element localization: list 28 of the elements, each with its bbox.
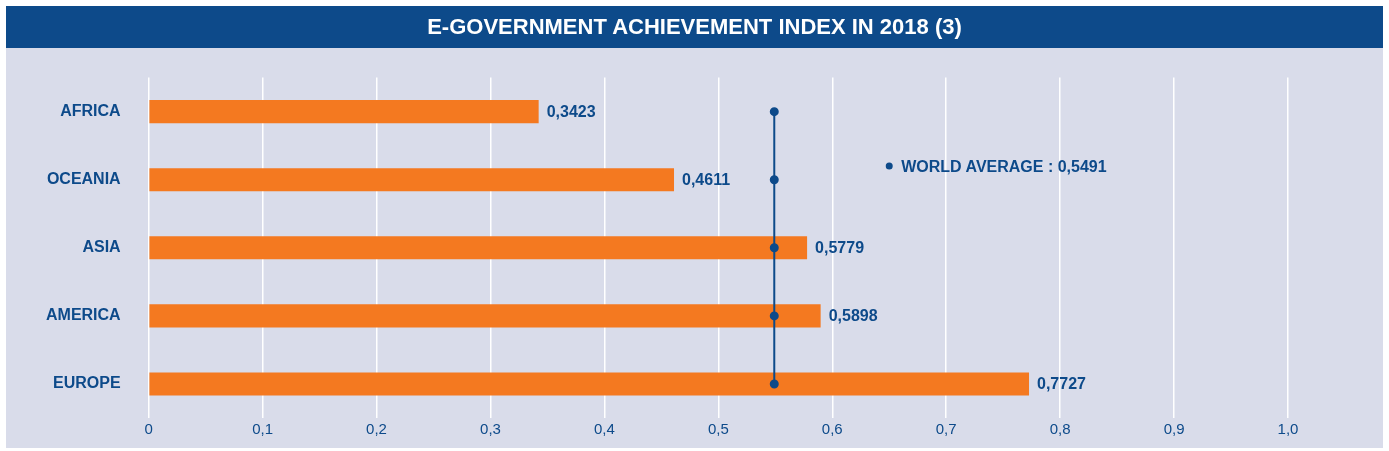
data-label: 0,4611 xyxy=(682,171,731,189)
x-tick-label: 0 xyxy=(144,420,153,438)
y-tick-label: ASIA xyxy=(82,238,122,256)
x-tick-label: 0,2 xyxy=(366,420,387,438)
bar xyxy=(149,304,821,328)
data-label: 0,5898 xyxy=(828,307,878,325)
bar xyxy=(149,372,1030,396)
x-tick-label: 0,7 xyxy=(935,420,957,438)
x-tick-label: 0,9 xyxy=(1163,420,1185,438)
bar xyxy=(149,100,539,124)
bar xyxy=(149,236,808,260)
bar xyxy=(149,168,675,192)
x-tick-label: 0,8 xyxy=(1049,420,1071,438)
x-tick-label: 0,6 xyxy=(821,420,843,438)
x-tick-label: 0,4 xyxy=(593,420,615,438)
x-tick-label: 0,3 xyxy=(480,420,501,438)
x-tick-label: 0,1 xyxy=(252,420,274,438)
y-tick-label: AMERICA xyxy=(45,306,122,324)
chart-title: E-GOVERNMENT ACHIEVEMENT INDEX IN 2018 (3) xyxy=(6,6,1383,48)
data-label: 0,3423 xyxy=(546,103,596,121)
legend-label: WORLD AVERAGE : 0,5491 xyxy=(901,157,1107,175)
y-tick-label: AFRICA xyxy=(60,102,122,120)
y-tick-label: EUROPE xyxy=(53,374,121,392)
data-label: 0,7727 xyxy=(1037,375,1087,393)
y-tick-label: OCEANIA xyxy=(46,170,122,188)
x-tick-label: 0,5 xyxy=(707,420,729,438)
data-label: 0,5779 xyxy=(815,239,865,257)
x-tick-label: 1,0 xyxy=(1277,420,1299,438)
